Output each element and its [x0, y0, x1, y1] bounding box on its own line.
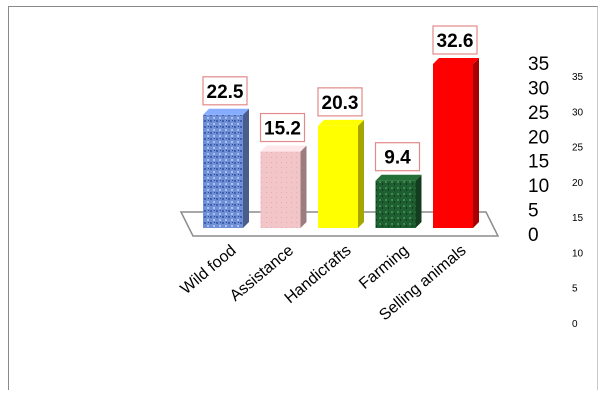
bar-selling-animals	[433, 58, 479, 228]
primary-axis-tick: 30	[528, 78, 549, 99]
data-label: 22.5	[207, 82, 244, 103]
data-label-group: 20.3	[317, 87, 363, 117]
secondary-axis-tick: 15	[572, 213, 584, 224]
secondary-axis-tick: 20	[572, 178, 584, 189]
bar-top	[318, 119, 364, 126]
bar-front	[260, 151, 301, 228]
primary-axis-tick: 15	[528, 152, 549, 173]
bar-assistance	[260, 145, 307, 228]
data-label-group: 22.5	[202, 76, 248, 106]
category-label: Farming	[356, 242, 412, 293]
secondary-axis-tick: 25	[572, 143, 584, 154]
bar-side	[243, 108, 249, 228]
secondary-axis-tick: 10	[572, 248, 584, 259]
data-label: 32.6	[437, 31, 474, 52]
secondary-axis-tick: 0	[572, 319, 578, 330]
bar-side	[358, 119, 364, 228]
bar-side	[415, 174, 422, 228]
bar-top	[375, 174, 422, 181]
primary-axis-tick: 5	[528, 201, 539, 222]
data-label-group: 32.6	[432, 25, 478, 55]
secondary-axis-tick: 30	[572, 107, 584, 118]
data-label-group: 9.4	[374, 142, 421, 172]
bar-front	[318, 125, 358, 228]
data-label-box	[432, 25, 478, 55]
bar-handicrafts	[318, 119, 364, 228]
bar-top	[260, 145, 307, 152]
data-label-group: 15.2	[259, 112, 306, 143]
data-label-box	[374, 142, 421, 172]
primary-axis-tick: 25	[528, 103, 549, 124]
bar-top	[433, 58, 479, 64]
primary-axis-tick: 20	[528, 127, 549, 148]
primary-axis-tick: 35	[528, 54, 549, 75]
bar-side	[300, 145, 307, 228]
bar-wild-food	[203, 108, 249, 228]
bar-front	[203, 114, 243, 228]
bar-farming	[375, 174, 422, 228]
data-label-box	[259, 112, 306, 143]
primary-axis-tick: 10	[528, 176, 549, 197]
primary-axis-tick: 0	[528, 225, 539, 246]
data-label: 9.4	[384, 148, 411, 169]
bar-front	[433, 64, 473, 228]
data-label-box	[202, 76, 248, 106]
bar-side	[473, 58, 479, 228]
data-label: 15.2	[264, 119, 301, 140]
data-label: 20.3	[322, 93, 359, 114]
data-label-box	[317, 87, 363, 117]
bar-top	[203, 108, 249, 115]
chart-frame	[8, 6, 598, 390]
secondary-axis-tick: 5	[572, 284, 578, 295]
secondary-axis-tick: 35	[572, 72, 584, 83]
bar-front	[375, 180, 416, 228]
